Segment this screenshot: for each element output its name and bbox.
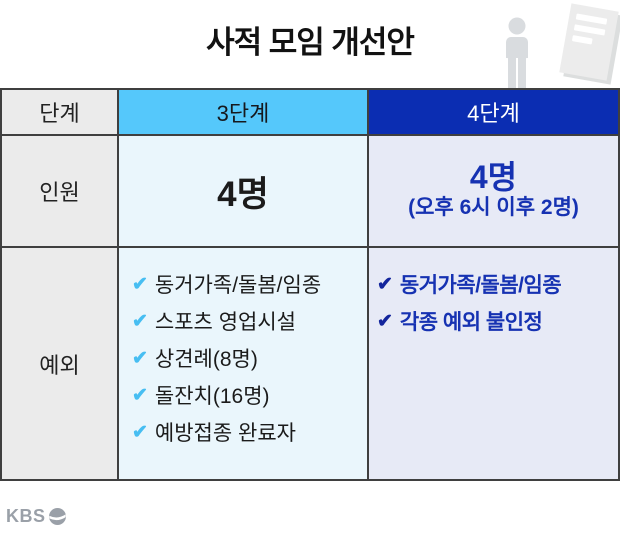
kbs-logo: KBS xyxy=(6,506,66,527)
list-item: ✔ 예방접종 완료자 xyxy=(132,422,296,445)
exception-label: 스포츠 영업시설 xyxy=(154,311,296,335)
exception-label: 돌잔치(16명) xyxy=(154,385,270,409)
list-item: ✔ 동거가족/돌봄/임종 xyxy=(377,274,562,297)
capacity-stage4-note: (오후 6시 이후 2명) xyxy=(408,196,579,220)
exception-label: 예방접종 완료자 xyxy=(154,422,296,446)
capacity-stage4: 4명 (오후 6시 이후 2명) xyxy=(369,136,618,248)
check-icon: ✔ xyxy=(377,311,393,333)
comparison-table: 단계 3단계 4단계 인원 4명 4명 (오후 6시 이후 2명) 예외 ✔ 동… xyxy=(0,88,620,481)
list-item: ✔ 상견례(8명) xyxy=(132,348,258,371)
decoration-group xyxy=(490,0,620,90)
capacity-stage4-main: 4명 xyxy=(469,159,518,196)
check-icon: ✔ xyxy=(132,422,148,444)
row-header-capacity: 인원 xyxy=(2,136,119,248)
person-icon xyxy=(506,17,528,90)
kbs-logo-text: KBS xyxy=(6,506,46,526)
page-title: 사적 모임 개선안 xyxy=(206,25,415,60)
globe-icon xyxy=(48,508,66,525)
check-icon: ✔ xyxy=(132,274,148,296)
list-item: ✔ 돌잔치(16명) xyxy=(132,385,270,408)
exceptions-stage3-list: ✔ 동거가족/돌봄/임종 ✔ 스포츠 영업시설 ✔ 상견례(8명) ✔ 돌잔치(… xyxy=(119,248,369,479)
exceptions-stage4-list: ✔ 동거가족/돌봄/임종 ✔ 각종 예외 불인정 xyxy=(369,248,618,479)
check-icon: ✔ xyxy=(132,348,148,370)
row-header-exceptions: 예외 xyxy=(2,248,119,479)
check-icon: ✔ xyxy=(132,385,148,407)
check-icon: ✔ xyxy=(132,311,148,333)
exception-label: 동거가족/돌봄/임종 xyxy=(154,274,322,297)
exception-label: 상견례(8명) xyxy=(154,348,258,372)
column-header-stage3: 3단계 xyxy=(119,90,369,136)
list-item: ✔ 각종 예외 불인정 xyxy=(377,311,543,335)
exception-label: 각종 예외 불인정 xyxy=(399,311,543,335)
exception-label: 동거가족/돌봄/임종 xyxy=(399,274,562,297)
list-item: ✔ 스포츠 영업시설 xyxy=(132,311,296,334)
row-header-stage: 단계 xyxy=(2,90,119,136)
capacity-stage3: 4명 xyxy=(119,136,369,248)
column-header-stage4: 4단계 xyxy=(369,90,618,136)
list-item: ✔ 동거가족/돌봄/임종 xyxy=(132,274,321,297)
check-icon: ✔ xyxy=(377,274,393,296)
